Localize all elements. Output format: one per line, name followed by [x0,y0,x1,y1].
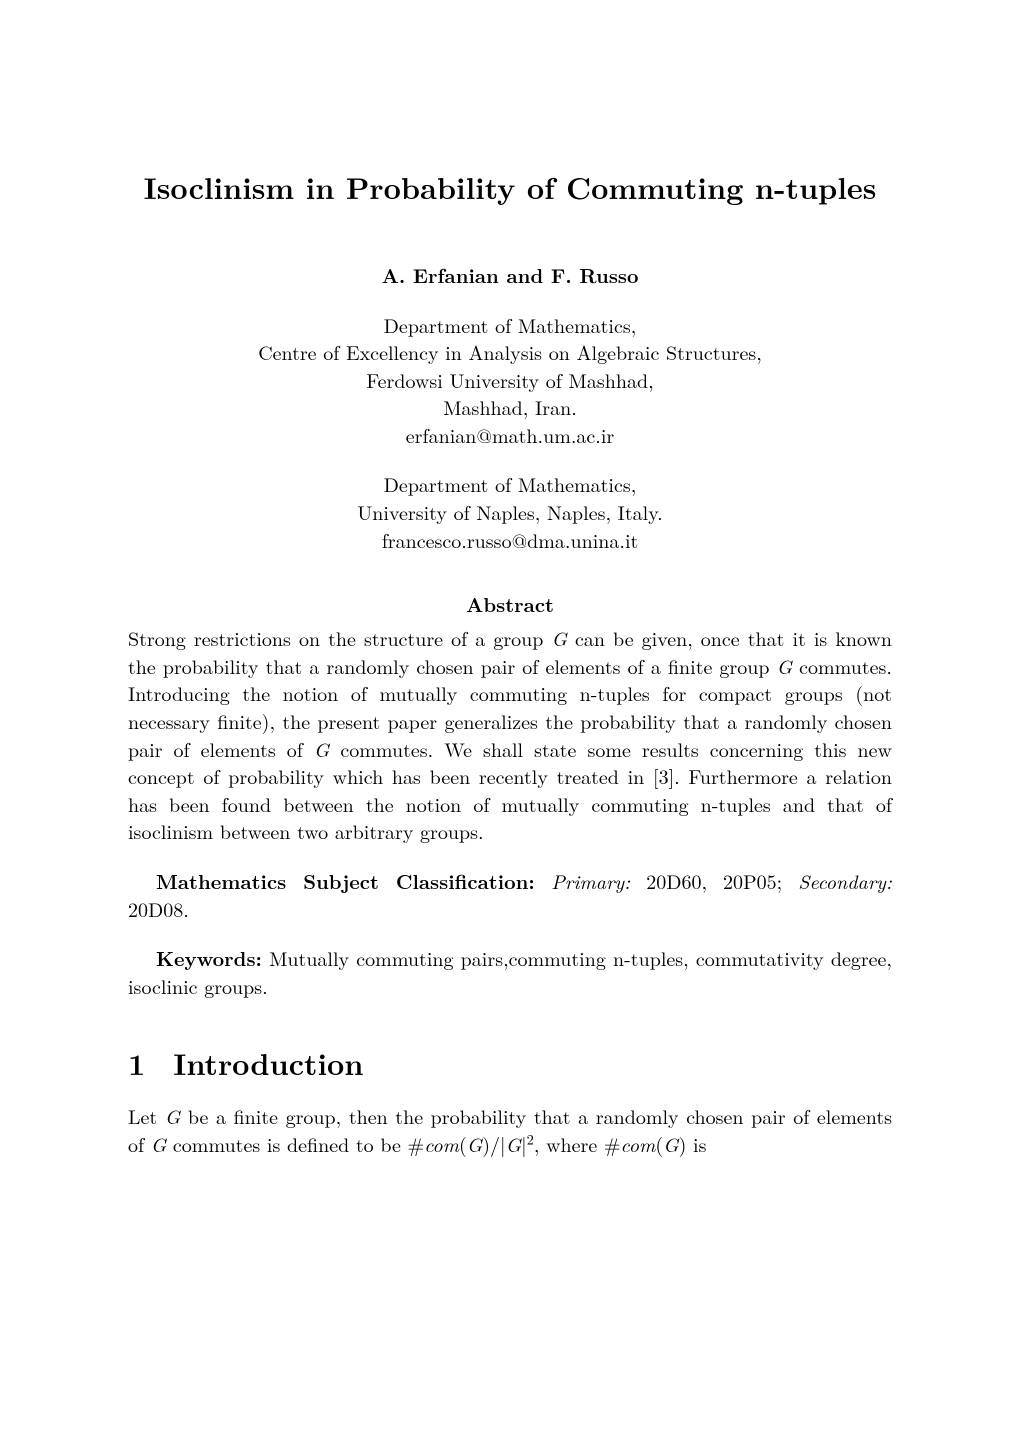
text: ) is [679,1129,707,1158]
text: ( [459,1129,467,1158]
msc-secondary: 20D08. [128,894,189,923]
text: , where # [534,1129,621,1158]
math-symbol: G [506,1129,521,1158]
text: Let [128,1101,165,1130]
section-heading-1: 1 Introduction [128,1041,892,1084]
math-symbol: G [165,1101,180,1130]
msc-primary-label: Primary: [535,866,631,895]
text: ( [655,1129,663,1158]
affil-line: Department of Mathematics, [384,469,637,498]
msc-primary: 20D60, 20P05; [630,866,798,895]
abstract-heading: Abstract [128,589,892,618]
keywords-block: Keywords: Mutually commuting pairs,commu… [128,944,892,999]
authors-line: A. Erfanian and F. Russo [128,260,892,289]
msc-secondary-label: Secondary: [798,866,892,895]
math-symbol: G [663,1129,678,1158]
keywords-label: Keywords: [156,943,262,972]
text: Strong restrictions on the structure of … [128,623,551,652]
math-symbol: G [467,1129,482,1158]
affil-line: Ferdowsi University of Mashhad, [366,365,653,394]
affiliation-block-2: Department of Mathematics, University of… [128,470,892,553]
page: Isoclinism in Probability of Commuting n… [0,0,1020,1442]
text: commutes is defined to be # [166,1129,424,1158]
affil-line: Department of Mathematics, [384,310,637,339]
math-symbol: G [551,623,566,652]
paper-title: Isoclinism in Probability of Commuting n… [128,168,892,206]
math-symbol: G [777,651,792,680]
math-symbol: G [151,1129,166,1158]
text: )/| [482,1129,505,1158]
affiliation-block-1: Department of Mathematics, Centre of Exc… [128,311,892,449]
math-symbol: com [424,1129,459,1158]
math-superscript: 2 [527,1129,534,1149]
msc-label: Mathematics Subject Classification: [156,866,535,895]
section-title: Introduction [173,1041,363,1084]
affil-line: Centre of Excellency in Analysis on Alge… [258,337,762,366]
affil-email: francesco.russo@dma.unina.it [382,525,639,554]
affil-email: erfanian@math.um.ac.ir [406,420,615,449]
affil-line: University of Naples, Naples, Italy. [357,497,662,526]
section-number: 1 [128,1041,145,1084]
math-symbol: com [621,1129,656,1158]
affil-line: Mashhad, Iran. [443,392,577,421]
math-symbol: G [314,734,329,763]
abstract-text: Strong restrictions on the structure of … [128,624,892,845]
section-1-para-1: Let G be a finite group, then the probab… [128,1102,892,1157]
msc-block: Mathematics Subject Classification: Prim… [128,867,892,922]
